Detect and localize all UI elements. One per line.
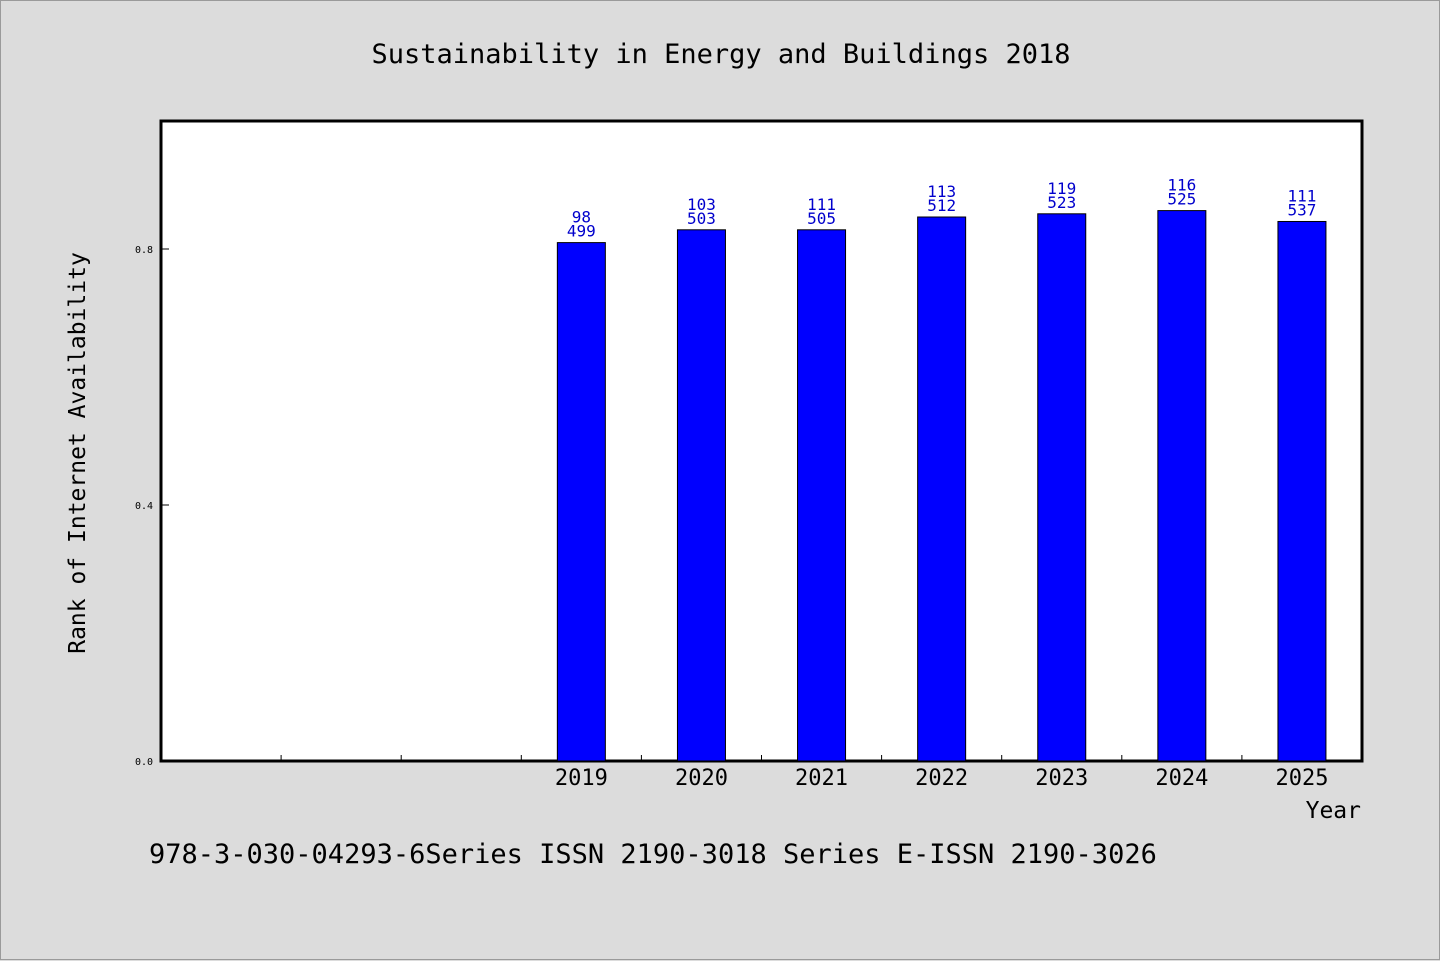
bar-2025 [1277, 220, 1327, 762]
bar-2024 [1157, 210, 1207, 762]
data-label-bottom: 512 [927, 196, 956, 215]
data-label-top: 116 [1167, 176, 1196, 195]
data-label-bottom: 503 [687, 209, 716, 228]
bar-2022 [917, 216, 967, 762]
x-tick-label: 2023 [1035, 766, 1088, 791]
data-label-top: 103 [687, 195, 716, 214]
chart-title: Sustainability in Energy and Buildings 2… [372, 39, 1071, 70]
y-axis: 0.0 0.4 0.8 [135, 245, 169, 768]
data-label-bottom: 505 [807, 209, 836, 228]
data-label-bottom: 525 [1167, 190, 1196, 209]
bars-group [556, 210, 1327, 762]
x-tick-label: 2022 [915, 766, 968, 791]
x-axis-label: Year [1306, 798, 1361, 824]
data-label-top: 111 [1287, 186, 1316, 205]
y-tick-label: 0.8 [135, 245, 153, 256]
data-label-top: 98 [572, 208, 591, 227]
footer-text: 978-3-030-04293-6Series ISSN 2190-3018 S… [149, 839, 1157, 870]
x-axis: 2019 2020 2021 2022 2023 2024 2025 [280, 755, 1328, 791]
y-tick-label: 0.0 [135, 757, 153, 768]
data-label-bottom: 523 [1047, 193, 1076, 212]
x-tick-label: 2021 [795, 766, 848, 791]
data-label-top: 111 [807, 195, 836, 214]
data-label-top: 113 [927, 182, 956, 201]
data-label-bottom: 537 [1287, 200, 1316, 219]
bar-2020 [676, 229, 726, 762]
y-tick-label: 0.4 [135, 501, 153, 512]
x-tick-label: 2025 [1275, 766, 1328, 791]
data-label-bottom: 499 [567, 222, 596, 241]
x-tick-label: 2024 [1155, 766, 1208, 791]
data-label-top: 119 [1047, 179, 1076, 198]
y-axis-label: Rank of Internet Availability [65, 252, 91, 654]
x-tick-label: 2020 [675, 766, 728, 791]
bar-2019 [556, 242, 606, 762]
bar-2021 [797, 229, 847, 762]
bar-2023 [1037, 213, 1087, 762]
x-tick-label: 2019 [555, 766, 608, 791]
